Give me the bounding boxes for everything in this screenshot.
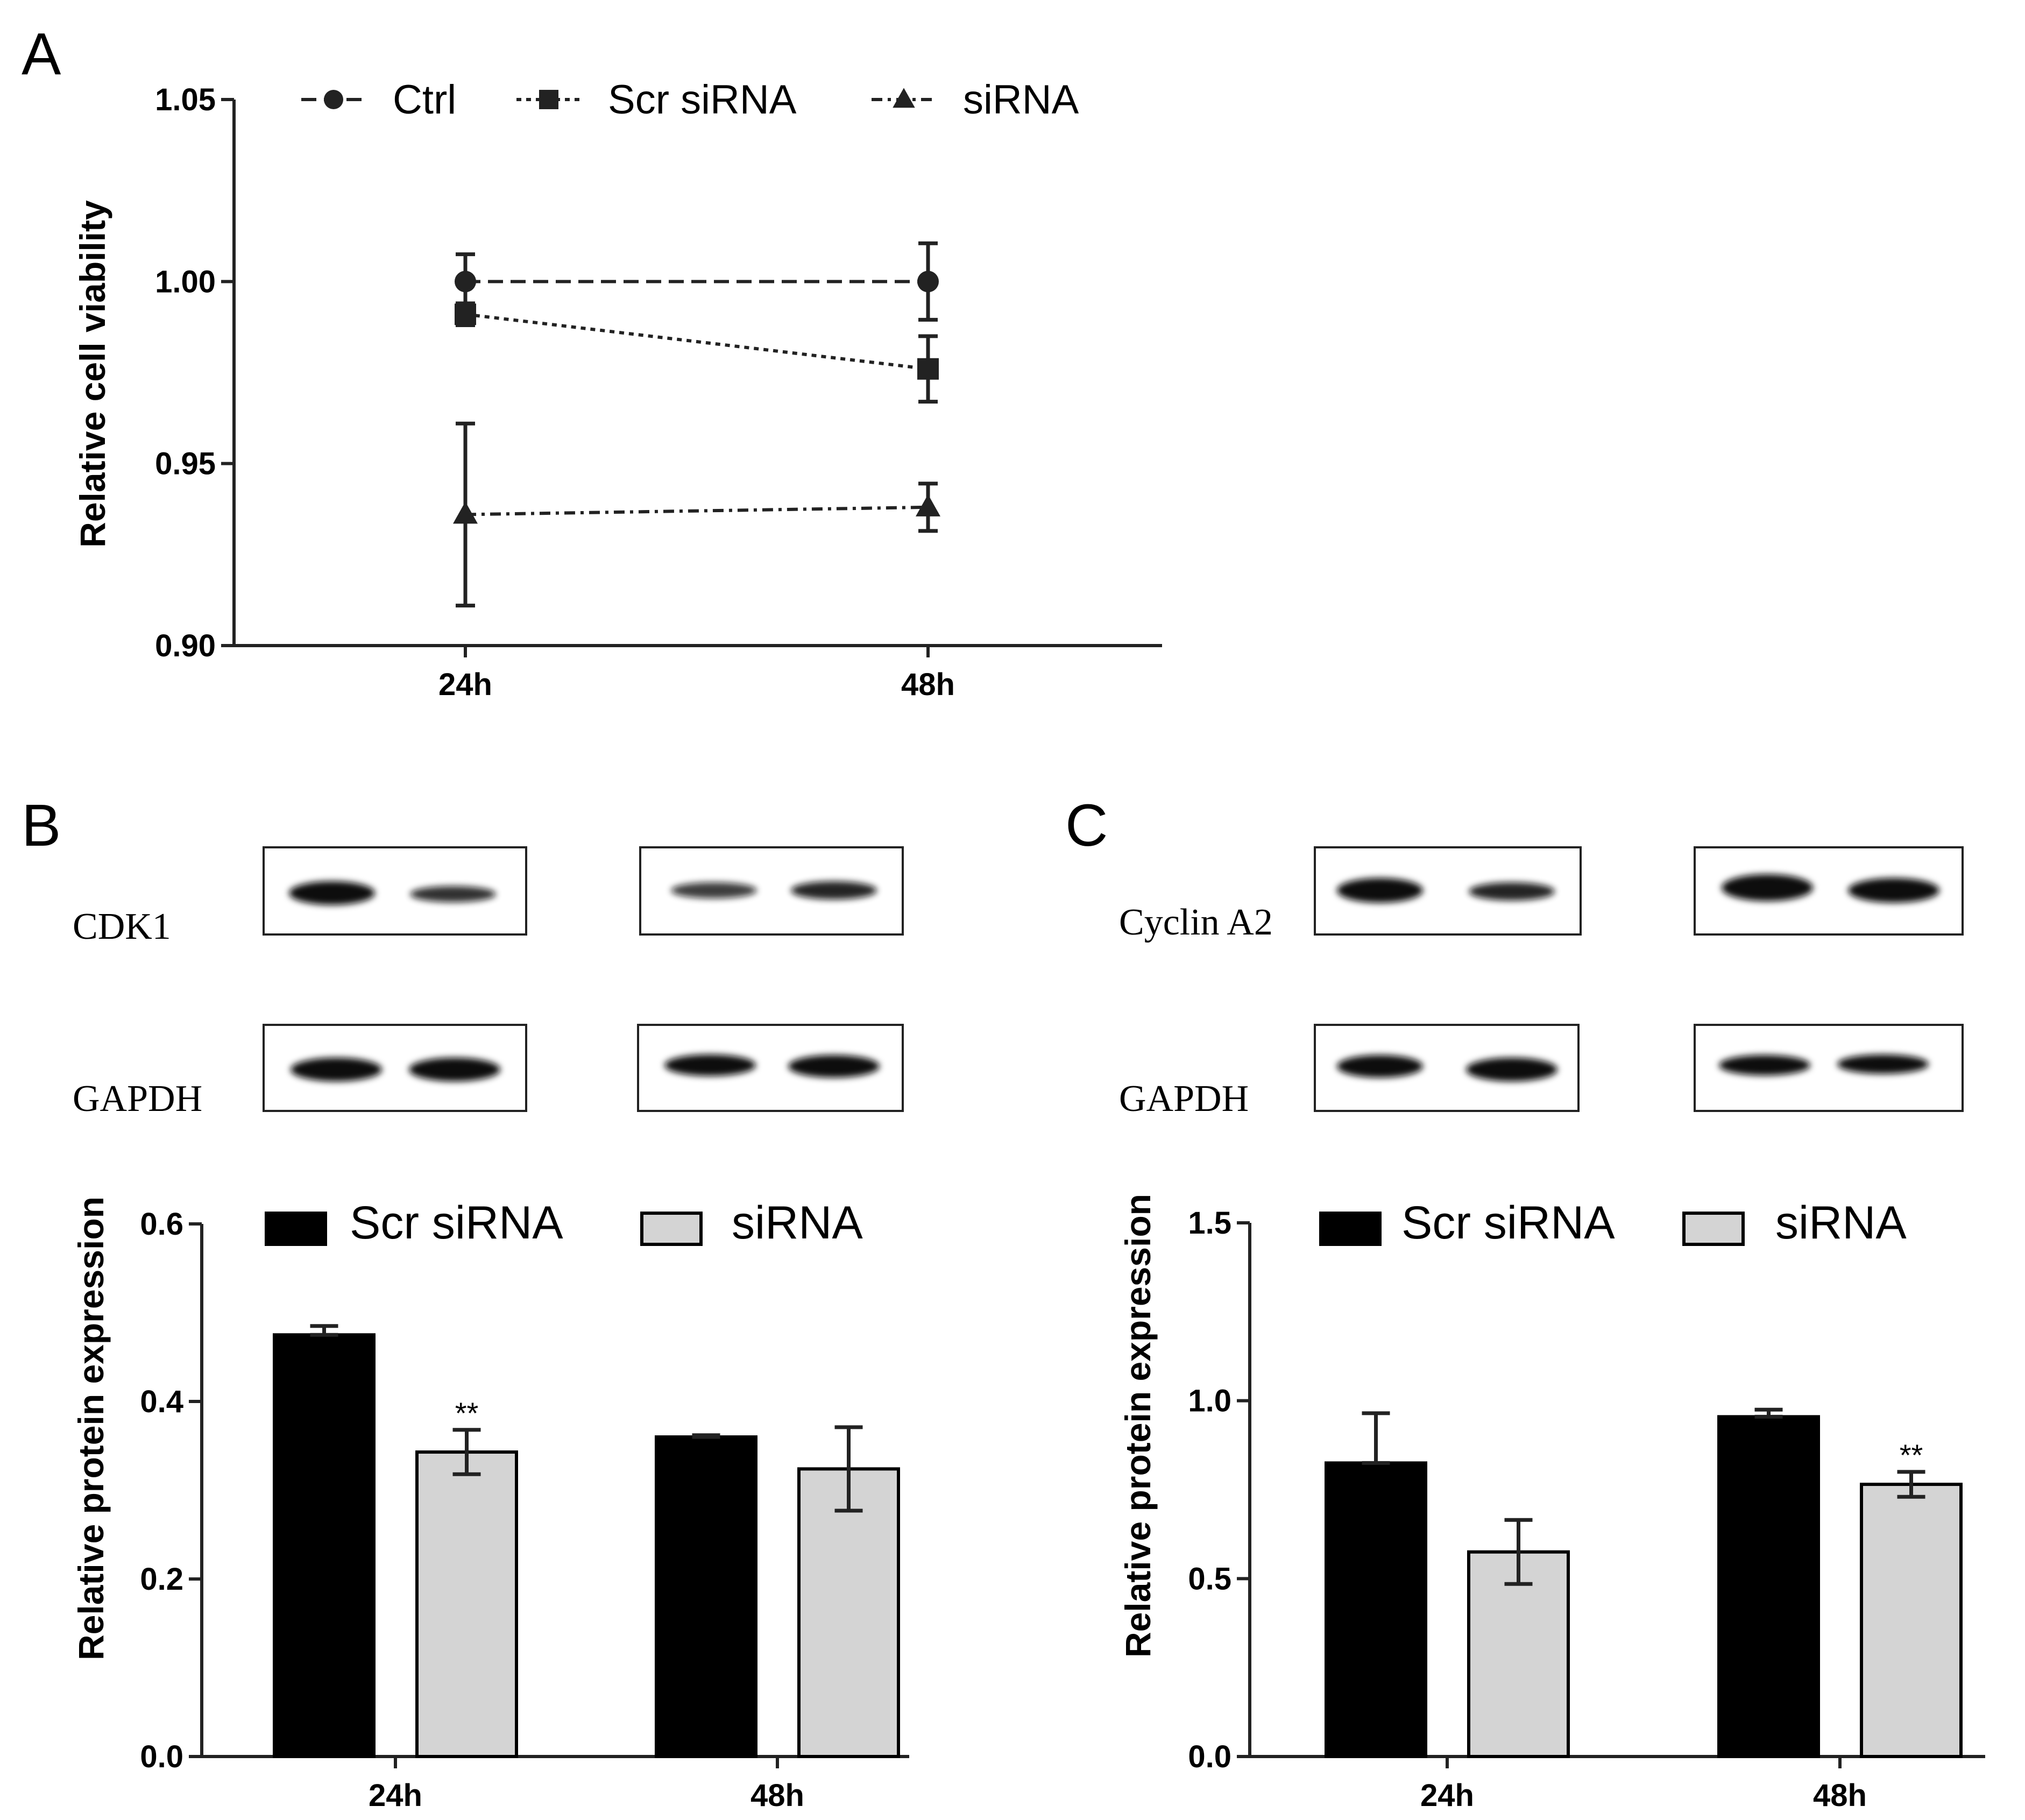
blot-label-cyclin-a2: Cyclin A2 [1119, 902, 1273, 943]
y-tick-label: 0.2 [140, 1562, 183, 1597]
bar [1717, 1415, 1820, 1759]
western-blot-c [1314, 846, 1964, 1112]
legend-label: Ctrl [393, 77, 456, 123]
marker-circle [324, 90, 343, 109]
chart-c-ylabel: Relative protein expression [1118, 1194, 1158, 1658]
marker-triangle [893, 88, 915, 108]
x-tick-label: 48h [901, 667, 955, 702]
y-tick-label: 1.05 [155, 82, 216, 117]
band [788, 1055, 880, 1078]
panel-b-letter: B [22, 792, 61, 859]
marker-circle [455, 271, 476, 293]
band [1337, 878, 1423, 903]
legend-swatch [265, 1212, 327, 1246]
y-tick-label: 0.5 [1188, 1561, 1231, 1596]
legend-label: siRNA [963, 77, 1079, 123]
band [671, 882, 757, 898]
y-tick-label: 1.0 [1188, 1384, 1231, 1419]
blot-label-gapdh-c: GAPDH [1119, 1078, 1249, 1120]
y-tick-label: 0.6 [140, 1207, 183, 1242]
panel-a-letter: A [22, 21, 61, 87]
legend-swatch [1319, 1212, 1382, 1246]
y-tick-label: 0.95 [155, 447, 216, 481]
panel-c: C Cyclin A2 GAPDH Relative protein expre… [1065, 792, 1985, 1813]
bar [273, 1333, 376, 1758]
marker-square [455, 303, 476, 325]
band [1466, 1058, 1557, 1081]
y-tick-label: 0.90 [155, 628, 216, 663]
band [409, 1058, 500, 1081]
y-tick-label: 0.4 [140, 1384, 183, 1419]
x-tick-label: 24h [438, 667, 492, 702]
band [1719, 1055, 1810, 1075]
y-tick-label: 0.0 [1188, 1739, 1231, 1774]
bar [655, 1435, 757, 1758]
marker-triangle [453, 501, 478, 524]
bar [415, 1450, 518, 1759]
band [410, 886, 496, 902]
band [289, 881, 375, 905]
x-tick-label: 24h [1420, 1778, 1474, 1813]
legend-label: Scr siRNA [350, 1197, 563, 1249]
marker-square [539, 90, 558, 109]
legend-label: Scr siRNA [1401, 1197, 1615, 1249]
series-line [465, 505, 929, 516]
band [791, 881, 877, 900]
series-line [465, 313, 929, 371]
blot-label-cdk1: CDK1 [73, 906, 171, 947]
panel-c-letter: C [1065, 792, 1108, 859]
y-tick-label: 1.5 [1188, 1206, 1231, 1241]
significance-marker: ** [1900, 1438, 1923, 1472]
band [664, 1054, 756, 1076]
bar [1860, 1483, 1963, 1759]
chart-a-plot: 0.90 0.95 1.00 1.05 24h 48h Ctrl Scr siRNA siRNA [155, 77, 1162, 702]
blot-label-gapdh-b: GAPDH [73, 1078, 202, 1120]
y-tick-label: 1.00 [155, 264, 216, 299]
legend-label: siRNA [732, 1197, 863, 1249]
band [1722, 874, 1813, 901]
chart-b-ylabel: Relative protein expression [71, 1196, 111, 1660]
y-tick-label: 0.0 [140, 1739, 183, 1774]
x-tick-label: 24h [369, 1778, 422, 1813]
bar [1467, 1550, 1570, 1759]
chart-b-plot: 0.0 0.2 0.4 0.6 24h 48h ** Scr siRNA siRNA [140, 1197, 909, 1813]
x-tick-label: 48h [1813, 1778, 1867, 1813]
legend-swatch [640, 1212, 703, 1246]
band [1337, 1055, 1423, 1078]
marker-triangle [916, 494, 940, 516]
marker-square [917, 358, 939, 380]
legend-swatch [1682, 1212, 1745, 1246]
chart-a-ylabel: Relative cell viability [73, 200, 112, 548]
legend-label: Scr siRNA [608, 77, 797, 123]
panel-a: A Relative cell viability 0.90 0.95 1.00 1.… [22, 21, 1162, 702]
significance-marker: ** [455, 1396, 479, 1430]
bar [797, 1467, 900, 1758]
chart-c-plot: 0.0 0.5 1.0 1.5 24h 48h ** Scr siRNA siRNA [1188, 1197, 1985, 1813]
band [291, 1058, 382, 1081]
bar [1325, 1461, 1427, 1758]
western-blot-b [263, 846, 904, 1112]
legend-label: siRNA [1775, 1197, 1907, 1249]
marker-circle [917, 271, 939, 293]
band [1848, 878, 1939, 903]
band [1837, 1054, 1929, 1074]
band [1469, 882, 1555, 901]
panel-b: B CDK1 GAPDH Relative protein expression… [22, 792, 909, 1813]
x-tick-label: 48h [750, 1778, 804, 1813]
